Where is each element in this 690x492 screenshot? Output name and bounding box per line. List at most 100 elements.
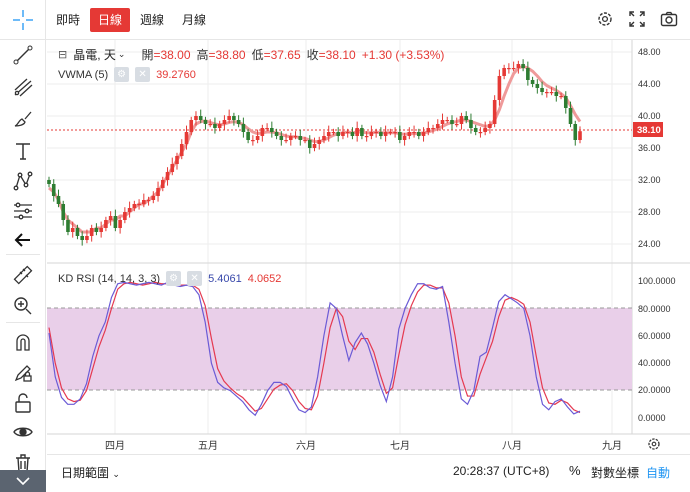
candle-body xyxy=(568,108,573,124)
price-axis-label: 44.00 xyxy=(638,79,661,89)
pattern-icon[interactable] xyxy=(12,170,34,192)
axis-settings-gear-icon[interactable] xyxy=(648,438,660,450)
current-price-value: 38.10 xyxy=(637,125,661,136)
candle-body xyxy=(383,132,388,136)
price-axis-label: 36.00 xyxy=(638,143,661,153)
current-price-badge xyxy=(633,122,663,137)
percent-scale-toggle[interactable]: % xyxy=(569,463,581,478)
tab-daily[interactable]: 日線 xyxy=(90,8,131,32)
zoom-in-icon[interactable] xyxy=(12,295,34,317)
candle-body xyxy=(142,200,146,204)
vwma-value: 39.2760 xyxy=(156,68,196,81)
price-axis-label: 48.00 xyxy=(638,47,661,57)
kd-k-line xyxy=(48,281,581,417)
candle-body xyxy=(127,208,132,212)
kd-d-line xyxy=(48,281,581,414)
ruler-icon[interactable] xyxy=(12,264,34,286)
candle-body xyxy=(355,128,359,136)
candle-body xyxy=(492,100,497,124)
close-label: 收 xyxy=(306,48,319,62)
candle-body xyxy=(393,132,397,134)
candle-body xyxy=(265,128,269,130)
vwma-legend: VWMA (5) ⚙ ✕ 39.2760 xyxy=(58,67,196,82)
tab-realtime[interactable]: 即時 xyxy=(56,13,81,27)
candle-body xyxy=(549,92,554,94)
date-range-button[interactable]: 日期範圍 ⌄ xyxy=(61,464,120,481)
vwma-label[interactable]: VWMA (5) xyxy=(58,68,109,81)
pitchfork-icon[interactable] xyxy=(12,76,34,98)
price-axis-label: 32.00 xyxy=(638,175,661,185)
text-tool-icon[interactable] xyxy=(12,140,34,162)
camera-snapshot-icon[interactable] xyxy=(660,10,678,28)
candle-body xyxy=(317,140,322,144)
candle-body xyxy=(89,228,94,236)
top-toolbar: 即時 日線 週線 月線 xyxy=(0,0,690,40)
candle-body xyxy=(431,128,435,130)
symbol-name[interactable]: 晶電, 天 xyxy=(73,48,116,62)
kd-settings-gear-icon[interactable]: ⚙ xyxy=(166,271,182,286)
kd-close-icon[interactable]: ✕ xyxy=(187,271,203,286)
candle-body xyxy=(284,140,288,142)
candle-body xyxy=(445,120,450,122)
chart-canvas[interactable]: 48.00 44.00 40.00 36.00 32.00 28.00 24.0… xyxy=(47,40,690,454)
clock-time: 20:28:37 (UTC+8) xyxy=(453,464,550,478)
candle-body xyxy=(521,64,525,68)
tab-weekly[interactable]: 週線 xyxy=(140,13,165,27)
fib-tool-icon[interactable] xyxy=(12,200,34,222)
back-arrow-icon[interactable] xyxy=(12,229,34,251)
trend-line-icon[interactable] xyxy=(12,44,34,66)
candle-body xyxy=(293,136,298,138)
candlestick-series xyxy=(47,59,582,246)
time-axis-label: 四月 xyxy=(105,440,125,452)
candle-body xyxy=(388,132,393,134)
candle-body xyxy=(402,136,407,140)
vwma-settings-gear-icon[interactable]: ⚙ xyxy=(114,67,130,82)
vwma-close-icon[interactable]: ✕ xyxy=(135,67,151,82)
candle-body xyxy=(326,132,331,136)
brush-icon[interactable] xyxy=(12,108,34,130)
kd-label[interactable]: KD RSI (14, 14, 3, 3) xyxy=(58,272,161,285)
candle-body xyxy=(507,68,511,70)
lock-pencil-icon[interactable] xyxy=(12,362,34,384)
candle-body xyxy=(426,128,431,132)
high-value: =38.80 xyxy=(208,48,246,62)
unlock-icon[interactable] xyxy=(12,392,34,414)
tab-monthly[interactable]: 月線 xyxy=(182,13,207,27)
candle-body xyxy=(56,196,61,204)
candle-body xyxy=(535,84,540,88)
candle-body xyxy=(511,68,516,70)
candle-body xyxy=(307,140,312,148)
date-range-label: 日期範圍 xyxy=(61,466,110,480)
collapse-legend-icon[interactable]: ⊟ xyxy=(58,49,68,61)
settings-gear-icon[interactable] xyxy=(596,10,614,28)
candle-body xyxy=(530,80,535,84)
candle-body xyxy=(251,140,255,142)
time-axis-label: 五月 xyxy=(198,440,218,452)
candle-body xyxy=(189,120,194,132)
candle-body xyxy=(464,116,469,120)
candle-body xyxy=(312,144,317,148)
magnet-icon[interactable] xyxy=(12,332,34,354)
candle-body xyxy=(246,132,250,140)
toolbar-divider xyxy=(6,322,40,323)
candle-body xyxy=(208,124,212,126)
crosshair-icon[interactable] xyxy=(0,0,46,40)
candle-body xyxy=(379,132,383,136)
auto-scale-toggle[interactable]: 自動 xyxy=(646,466,671,480)
fullscreen-icon[interactable] xyxy=(628,10,646,28)
candle-body xyxy=(369,132,374,136)
candle-body xyxy=(450,120,454,124)
low-value: =37.65 xyxy=(263,48,301,62)
candle-body xyxy=(374,132,378,134)
candle-body xyxy=(232,116,236,120)
candle-body xyxy=(118,220,122,228)
collapse-toolbar-button[interactable] xyxy=(0,470,46,492)
kd-axis-label: 60.0000 xyxy=(638,331,671,341)
eye-visibility-icon[interactable] xyxy=(12,421,34,443)
candle-body xyxy=(360,128,364,136)
candle-body xyxy=(194,116,198,120)
chevron-down-icon[interactable]: ⌄ xyxy=(117,49,126,59)
candle-body xyxy=(459,116,464,124)
candle-body xyxy=(66,220,70,232)
log-scale-toggle[interactable]: 對數坐標 xyxy=(591,466,640,480)
